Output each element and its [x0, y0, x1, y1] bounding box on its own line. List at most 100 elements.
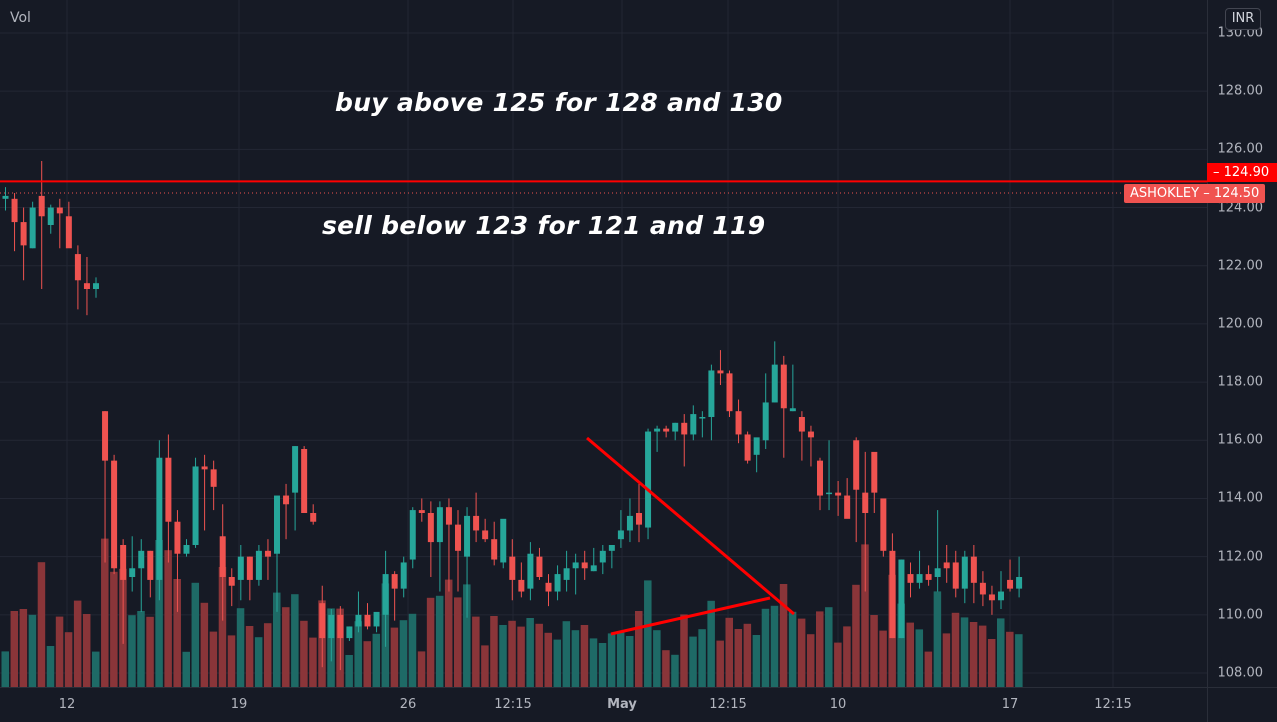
candle-body: [174, 521, 181, 554]
candle-body: [681, 422, 688, 435]
candle-body: [445, 507, 452, 525]
candle-body: [726, 373, 733, 412]
volume-bar: [680, 614, 688, 687]
candle-body: [47, 207, 54, 225]
candle-body: [20, 222, 27, 246]
candle-body: [509, 556, 516, 580]
volume-bar: [155, 540, 163, 687]
candle-body: [129, 568, 136, 577]
candle-body: [943, 562, 950, 569]
candle-body: [961, 556, 968, 589]
candle-body: [138, 550, 145, 569]
candle-body: [418, 510, 425, 513]
candle-body: [862, 492, 869, 513]
candle-body: [427, 513, 434, 543]
volume-bar: [263, 623, 272, 687]
volume-bar: [37, 562, 46, 687]
volume-bar: [309, 637, 317, 687]
volume-bar: [707, 600, 715, 687]
volume-bar: [435, 595, 444, 687]
volume-bar: [273, 592, 281, 687]
candle-body: [717, 370, 724, 374]
candle-body: [699, 417, 706, 419]
candle-body: [11, 198, 18, 223]
candle-body: [672, 422, 679, 432]
price-tick-label: 118.00: [1217, 374, 1264, 390]
volume-bar: [535, 623, 543, 687]
candle-body: [156, 457, 163, 580]
time-tick-label: 12:15: [1094, 697, 1132, 712]
volume-bar: [481, 645, 489, 687]
candle-body: [735, 411, 742, 435]
volume-bar: [209, 631, 218, 687]
volume-bar: [499, 625, 507, 687]
volume-bar: [806, 634, 815, 687]
volume-bar: [454, 597, 462, 687]
candle-body: [952, 562, 959, 589]
candle-body: [255, 550, 262, 580]
volume-bar: [662, 650, 670, 687]
candle-body: [219, 536, 226, 577]
volume-bar: [28, 614, 37, 687]
volume-bar: [571, 630, 580, 687]
candle-body: [436, 507, 443, 543]
candle-body: [2, 195, 9, 199]
candle-body: [201, 466, 208, 470]
volume-bar: [852, 584, 860, 687]
volume-bar: [779, 584, 788, 687]
price-tick-label: 114.00: [1217, 490, 1264, 506]
candle-body: [998, 591, 1004, 601]
candle-body: [147, 550, 154, 580]
volume-bar: [797, 618, 806, 687]
volume-bar: [825, 607, 833, 687]
volume-bar: [635, 611, 643, 687]
trendline: [610, 596, 771, 636]
currency-button[interactable]: INR: [1225, 8, 1261, 30]
candle-body: [120, 545, 127, 580]
candle-body: [636, 513, 642, 525]
last-price-tag: ASHOKLEY – 124.50: [1124, 184, 1266, 203]
candle-body: [328, 614, 335, 639]
volume-bar: [200, 602, 209, 687]
volume-bar: [770, 605, 779, 687]
candle-body: [871, 451, 878, 493]
candle-body: [889, 550, 896, 639]
volume-bar: [426, 597, 435, 687]
candle-body: [482, 530, 489, 540]
candle-body: [608, 545, 615, 551]
chart-text-annotation[interactable]: sell below 123 for 121 and 119: [322, 211, 766, 240]
candle-body: [771, 364, 778, 403]
volume-bar: [879, 630, 887, 687]
candle-body: [898, 559, 905, 639]
candle-body: [1016, 577, 1023, 589]
volume-bar: [218, 567, 227, 687]
candle-body: [744, 434, 751, 461]
candle-body: [373, 611, 380, 627]
horizontal-line-price-tag: – 124.90: [1207, 163, 1277, 182]
volume-bar: [300, 620, 308, 687]
volume-bar: [110, 571, 118, 687]
volume-bar: [526, 618, 534, 687]
candle-body: [111, 460, 118, 569]
volume-indicator-label[interactable]: Vol: [10, 10, 31, 26]
volume-bar: [1006, 631, 1014, 687]
candle-body: [934, 568, 941, 577]
volume-bar: [725, 617, 733, 687]
candle-body: [183, 545, 190, 554]
candle-body: [789, 408, 796, 412]
candle-body: [400, 562, 407, 589]
chart-text-annotation[interactable]: buy above 125 for 128 and 130: [335, 88, 783, 117]
candle-body: [38, 195, 45, 217]
volume-bar: [933, 591, 942, 687]
volume-bar: [942, 633, 951, 687]
volume-bar: [671, 654, 679, 687]
trendline: [586, 436, 795, 616]
volume-bar: [46, 646, 55, 687]
volume-bar: [761, 608, 770, 687]
volume-bar: [444, 579, 453, 687]
candle-body: [319, 603, 326, 639]
candle-body: [853, 440, 860, 490]
volume-bar: [625, 636, 634, 687]
candle-body: [29, 207, 36, 249]
